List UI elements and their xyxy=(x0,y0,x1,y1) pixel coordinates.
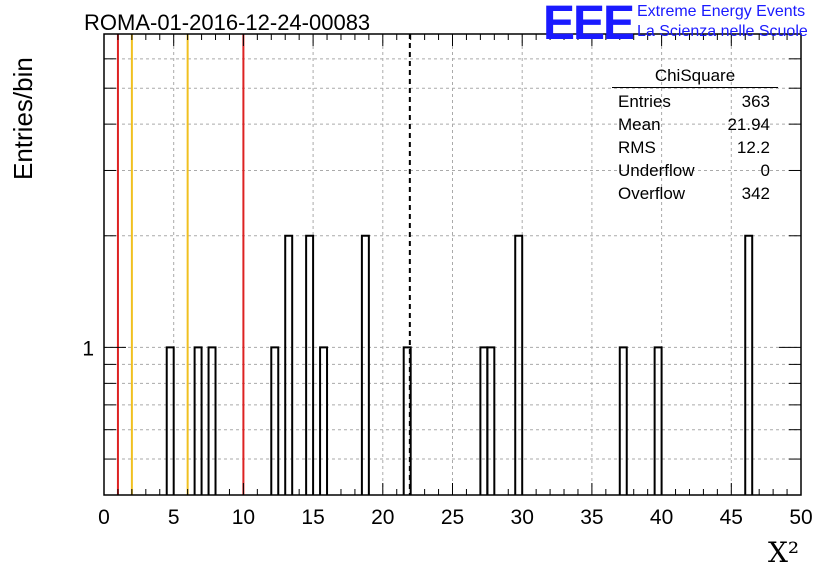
stats-row: Overflow 342 xyxy=(612,182,778,205)
reference-lines xyxy=(116,34,411,495)
stats-value: 342 xyxy=(741,184,770,203)
x-axis-label: X² xyxy=(768,536,800,569)
stats-label: Underflow xyxy=(618,161,695,180)
y-axis-label: Entries/bin xyxy=(8,57,38,180)
histogram-bin xyxy=(305,234,315,495)
axes: 0 5 10 15 20 25 30 35 40 45 50 1 xyxy=(82,34,813,529)
histogram-bin xyxy=(270,346,280,495)
x-tick-label: 50 xyxy=(789,506,812,529)
x-tick-label: 40 xyxy=(650,506,673,529)
histogram-bin xyxy=(618,346,628,495)
x-tick-label: 35 xyxy=(580,506,603,529)
histogram-bin xyxy=(319,346,329,495)
x-tick-label: 5 xyxy=(168,506,180,529)
eee-logo: EEE xyxy=(543,0,635,50)
histogram-bin xyxy=(479,346,489,495)
stats-row: Underflow 0 xyxy=(612,159,778,182)
stats-label: Mean xyxy=(618,115,661,134)
y-tick-label: 1 xyxy=(82,337,94,360)
histogram-bin xyxy=(402,346,412,495)
x-tick-label: 20 xyxy=(371,506,394,529)
logo-line-1: Extreme Energy Events xyxy=(637,3,806,20)
stats-label: Overflow xyxy=(618,184,686,203)
stats-value: 363 xyxy=(741,92,770,111)
x-tick-label: 45 xyxy=(720,506,743,529)
x-tick-label: 25 xyxy=(441,506,464,529)
histogram-bin xyxy=(486,346,496,495)
histogram-bin xyxy=(165,346,175,495)
histogram-bin xyxy=(193,346,203,495)
stats-row: Mean 21.94 xyxy=(612,113,778,136)
histogram-bin xyxy=(653,346,663,495)
stats-label: RMS xyxy=(618,138,656,157)
x-tick-label: 15 xyxy=(301,506,324,529)
histogram-bin xyxy=(360,234,370,495)
x-tick-label: 30 xyxy=(511,506,534,529)
histogram-bin xyxy=(514,234,524,495)
chart-title: ROMA-01-2016-12-24-00083 xyxy=(84,10,371,35)
stats-label: Entries xyxy=(618,92,671,111)
histogram-bars xyxy=(165,234,754,495)
stats-value: 12.2 xyxy=(736,138,770,157)
logo-line-2: La Scienza nelle Scuole xyxy=(637,23,808,40)
stats-value: 21.94 xyxy=(727,115,770,134)
stats-value: 0 xyxy=(760,161,770,180)
histogram-bin xyxy=(207,346,217,495)
histogram-bin xyxy=(284,234,294,495)
x-tick-label: 0 xyxy=(98,506,110,529)
stats-title: ChiSquare xyxy=(612,66,778,88)
stats-row: RMS 12.2 xyxy=(612,136,778,159)
x-tick-label: 10 xyxy=(232,506,255,529)
histogram-bin xyxy=(744,234,754,495)
stats-box: ChiSquare Entries 363 Mean 21.94 RMS 12.… xyxy=(612,66,778,205)
stats-row: Entries 363 xyxy=(612,90,778,113)
